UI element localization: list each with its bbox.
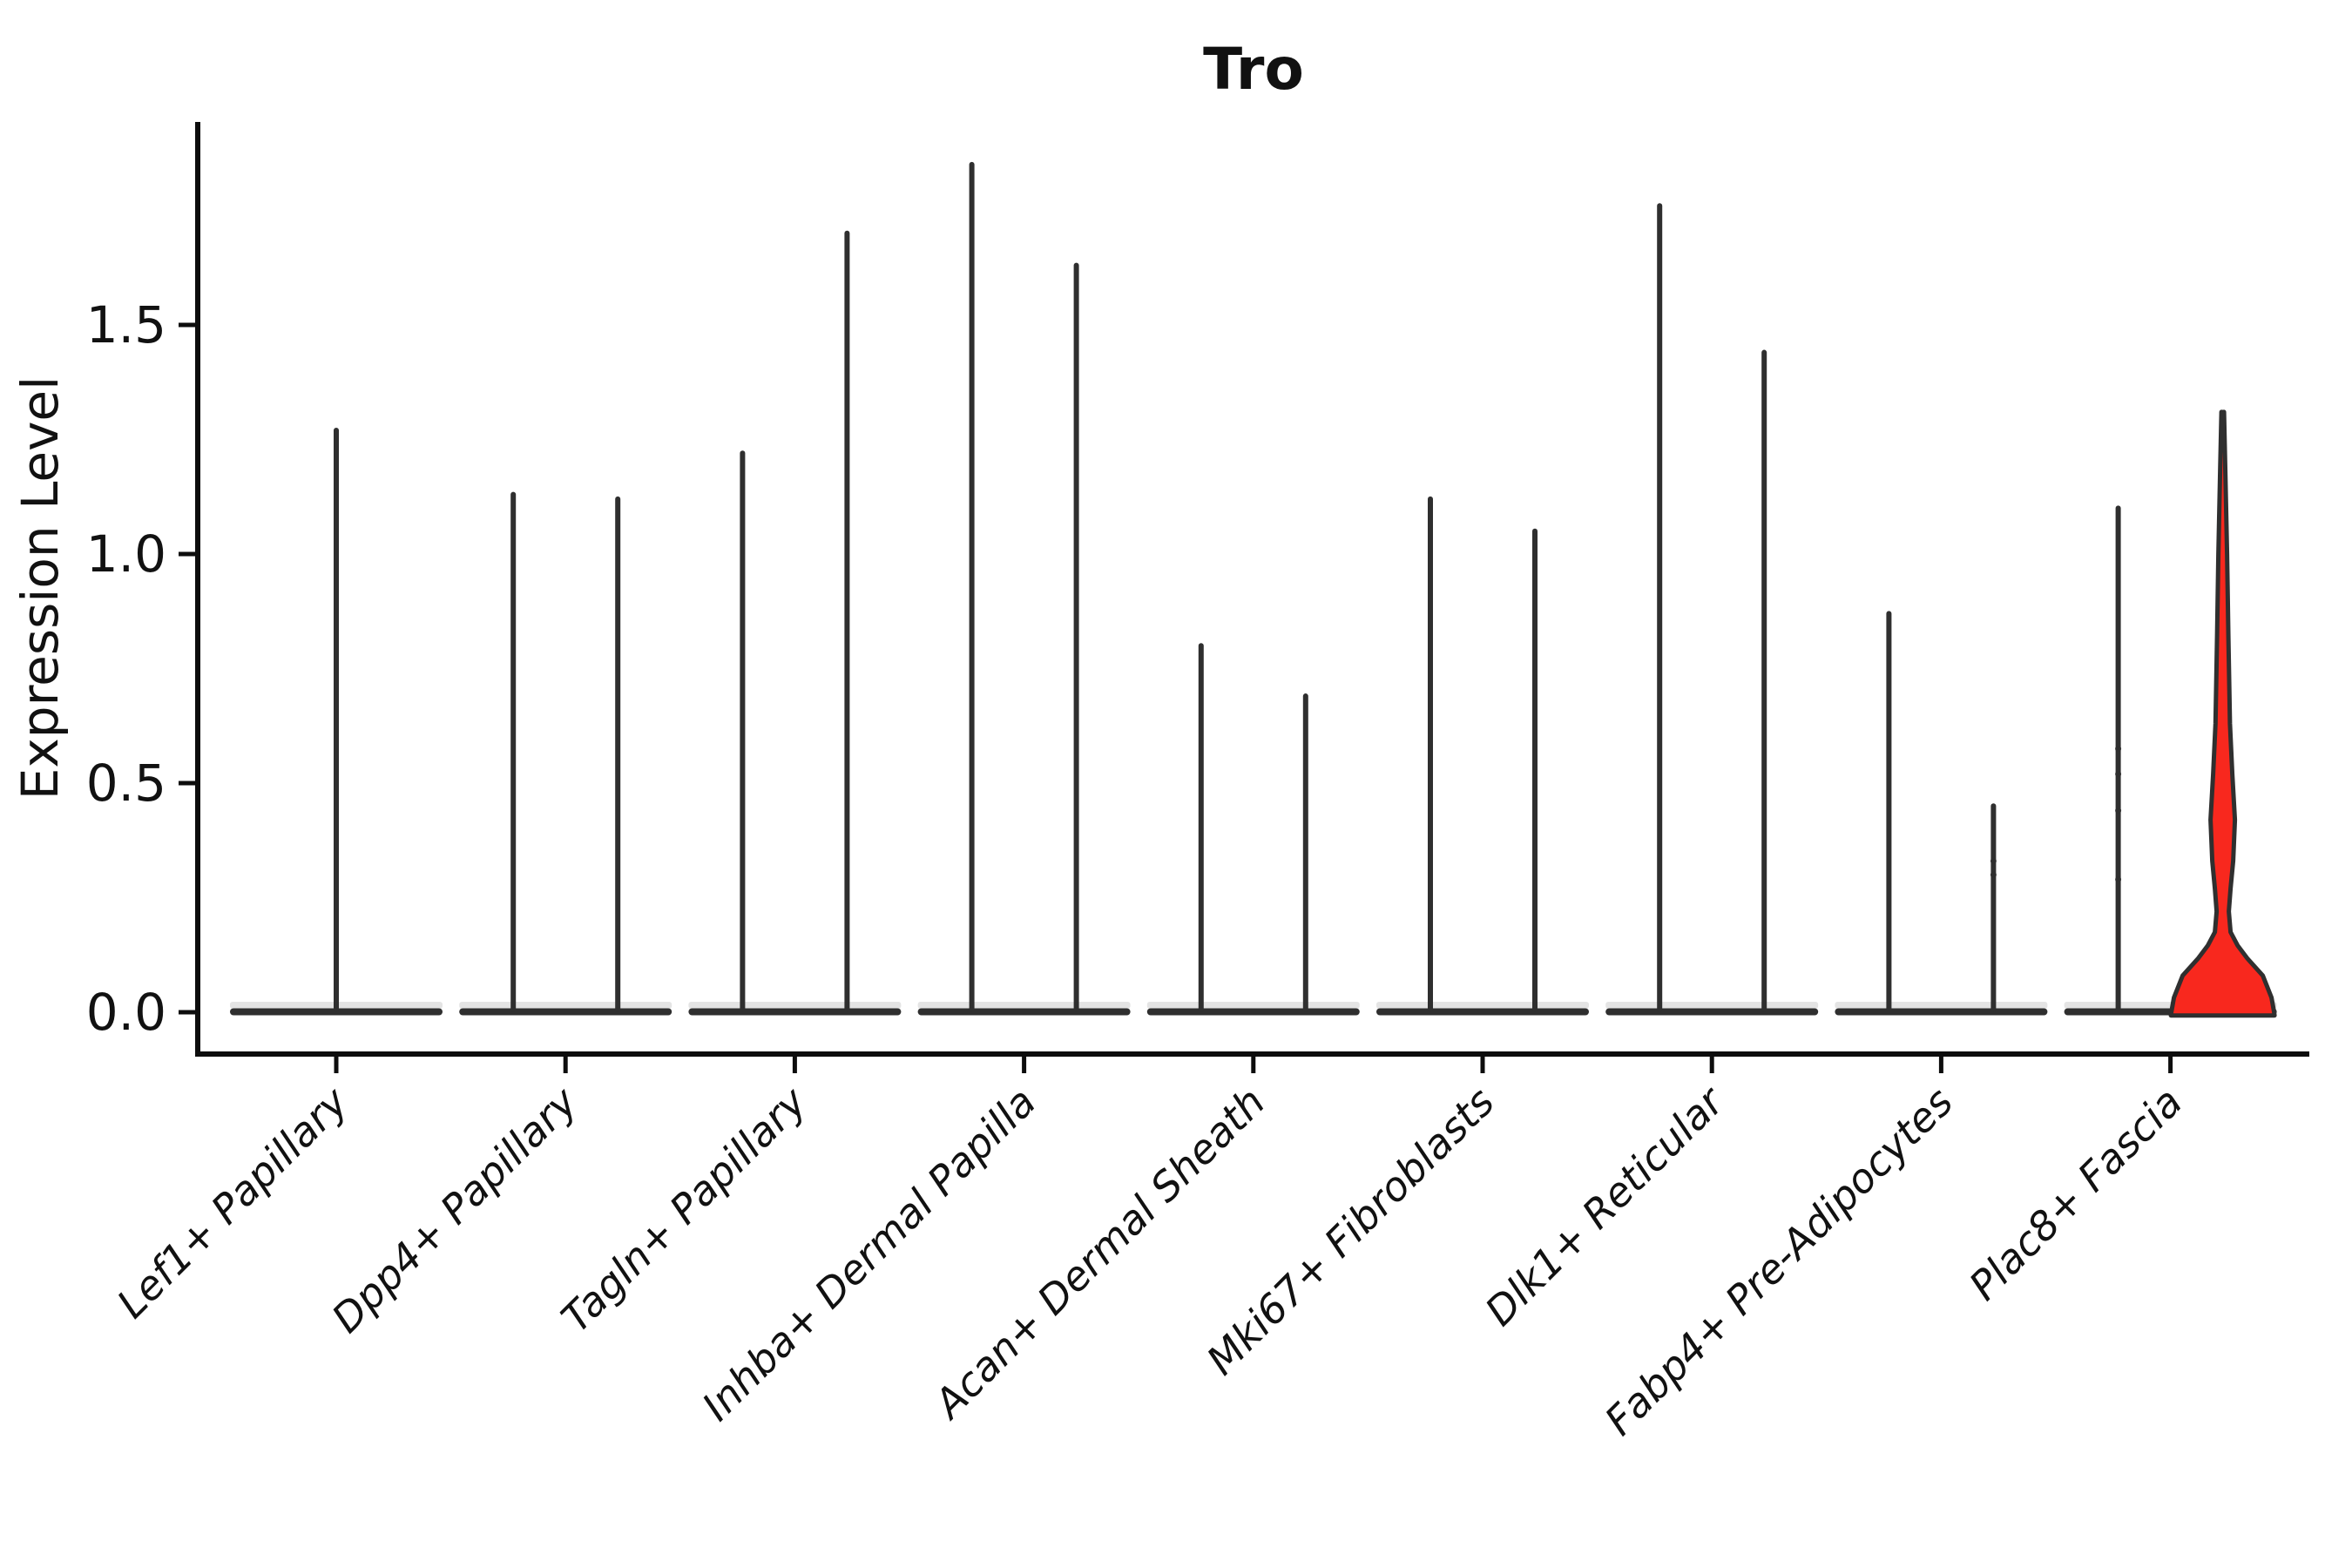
violin-body-shadow <box>1146 1002 1360 1009</box>
violin-body <box>1835 1008 2048 1016</box>
violin-group <box>230 427 443 1016</box>
violin-group <box>1146 643 1360 1016</box>
expression-dot <box>2115 875 2122 882</box>
y-axis-label: Expression Level <box>10 376 70 800</box>
violin-group <box>1376 496 1589 1016</box>
violin-body-shadow <box>1376 1002 1589 1009</box>
expression-dot <box>2115 808 2122 814</box>
violin-group <box>459 491 672 1016</box>
violin-body-shadow <box>459 1002 672 1009</box>
violins-layer <box>230 161 2277 1018</box>
violin-group <box>688 230 902 1016</box>
violin-body-shadow <box>917 1002 1131 1009</box>
x-tick-label: Dpp4+ Papillary <box>322 1078 586 1342</box>
violin-group <box>1835 611 2048 1016</box>
x-tick-label: Plac8+ Fascia <box>1960 1078 2191 1309</box>
violin-group <box>2064 409 2277 1018</box>
expression-dot <box>1990 857 1997 864</box>
violin-body <box>1605 1008 1819 1016</box>
expression-dot <box>1990 871 1997 878</box>
violin-body <box>459 1008 672 1016</box>
y-tick-label: 0.0 <box>86 983 166 1042</box>
violin-body-shadow <box>1605 1002 1819 1009</box>
x-tick-label: Tagln+ Papillary <box>552 1078 816 1342</box>
violin-group <box>1605 203 1819 1016</box>
violin-body <box>1376 1008 1589 1016</box>
x-tick-label: Lef1+ Papillary <box>108 1078 357 1327</box>
y-tick-label: 0.5 <box>86 754 166 813</box>
expression-dot <box>2115 746 2122 753</box>
chart-title: Tro <box>1203 36 1304 103</box>
x-tick-label: Dlk1+ Reticular <box>1476 1076 1734 1335</box>
expression-dot <box>2115 770 2122 777</box>
y-tick-label: 1.5 <box>86 295 166 355</box>
y-tick-label: 1.0 <box>86 524 166 584</box>
violin-body-shadow <box>688 1002 902 1009</box>
violin-body <box>1146 1008 1360 1016</box>
violin-group <box>917 161 1131 1016</box>
highlight-violin <box>2168 409 2277 1018</box>
violin-body-shadow <box>1835 1002 2048 1009</box>
violin-body <box>688 1008 902 1016</box>
violin-body <box>917 1008 1131 1016</box>
